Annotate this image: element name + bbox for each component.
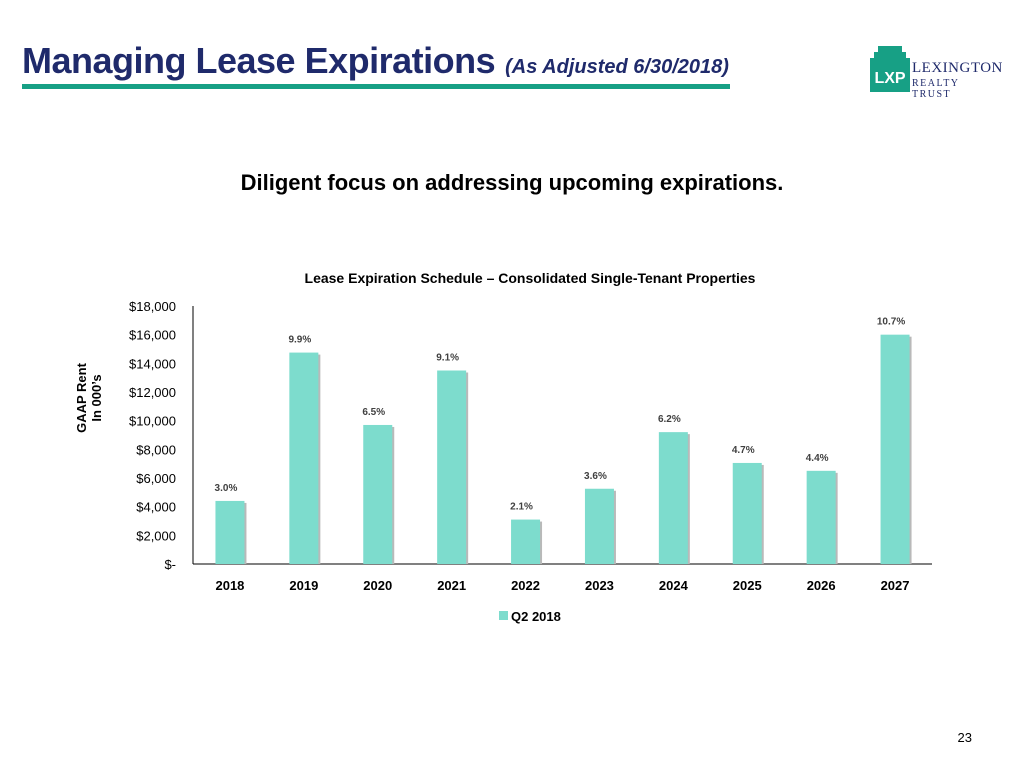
x-tick-label: 2023	[585, 578, 614, 593]
y-axis-label-line2: In 000’s	[89, 374, 104, 421]
slide-title: Managing Lease Expirations (As Adjusted 6…	[22, 40, 729, 82]
title-main: Managing Lease Expirations	[22, 40, 496, 81]
x-tick-label: 2022	[511, 578, 540, 593]
logo-mark-icon: LXP	[870, 46, 910, 92]
data-label: 9.9%	[288, 335, 311, 346]
y-tick-label: $18,000	[129, 299, 176, 314]
slide-subtitle: Diligent focus on addressing upcoming ex…	[240, 170, 784, 195]
bar-2023	[584, 488, 614, 564]
data-label: 10.7%	[877, 317, 905, 328]
bar-2019	[289, 352, 319, 564]
bar-2020	[363, 424, 393, 564]
bar-2027	[880, 334, 910, 564]
y-axis-label: GAAP Rent In 000’s	[74, 362, 104, 432]
y-axis-label-line1: GAAP Rent	[74, 362, 89, 432]
x-tick-label: 2020	[363, 578, 392, 593]
chart-title: Lease Expiration Schedule – Consolidated…	[305, 270, 756, 286]
data-label: 4.7%	[732, 445, 755, 456]
x-tick-label: 2026	[807, 578, 836, 593]
bar-2024	[658, 432, 688, 564]
x-tick-label: 2025	[733, 578, 762, 593]
bar-2021	[437, 370, 467, 564]
title-note: (As Adjusted 6/30/2018)	[505, 56, 729, 78]
y-tick-label: $-	[164, 557, 176, 572]
x-tick-label: 2021	[437, 578, 466, 593]
logo-name: LEXINGTON	[912, 60, 1003, 76]
x-tick-label: 2027	[881, 578, 910, 593]
bar-2018	[215, 500, 245, 564]
data-label: 4.4%	[806, 453, 829, 464]
y-tick-label: $2,000	[136, 528, 176, 543]
page-number: 23	[957, 730, 972, 745]
y-tick-label: $8,000	[136, 442, 176, 457]
x-tick-label: 2019	[289, 578, 318, 593]
data-label: 3.0%	[215, 483, 238, 494]
legend-swatch	[499, 611, 508, 620]
x-tick-label: 2024	[659, 578, 689, 593]
y-tick-label: $16,000	[129, 328, 176, 343]
y-tick-label: $6,000	[136, 471, 176, 486]
bar-2025	[732, 462, 762, 564]
company-logo: LXP LEXINGTON REALTY TRUST	[870, 46, 1003, 100]
chart-legend: Q2 2018	[499, 609, 561, 624]
title-underline	[22, 84, 730, 89]
logo-subname: REALTY TRUST	[912, 78, 960, 100]
data-label: 2.1%	[510, 502, 533, 513]
bar-2026	[806, 470, 836, 564]
y-tick-label: $4,000	[136, 500, 176, 515]
data-label: 3.6%	[584, 471, 607, 482]
legend-label: Q2 2018	[511, 609, 561, 624]
logo-mark-text: LXP	[874, 70, 905, 87]
y-tick-label: $14,000	[129, 356, 176, 371]
data-label: 6.5%	[362, 407, 385, 418]
bar-2022	[511, 519, 541, 564]
y-tick-label: $10,000	[129, 414, 176, 429]
x-tick-label: 2018	[215, 578, 244, 593]
y-tick-label: $12,000	[129, 385, 176, 400]
data-label: 6.2%	[658, 414, 681, 425]
data-label: 9.1%	[436, 353, 459, 364]
